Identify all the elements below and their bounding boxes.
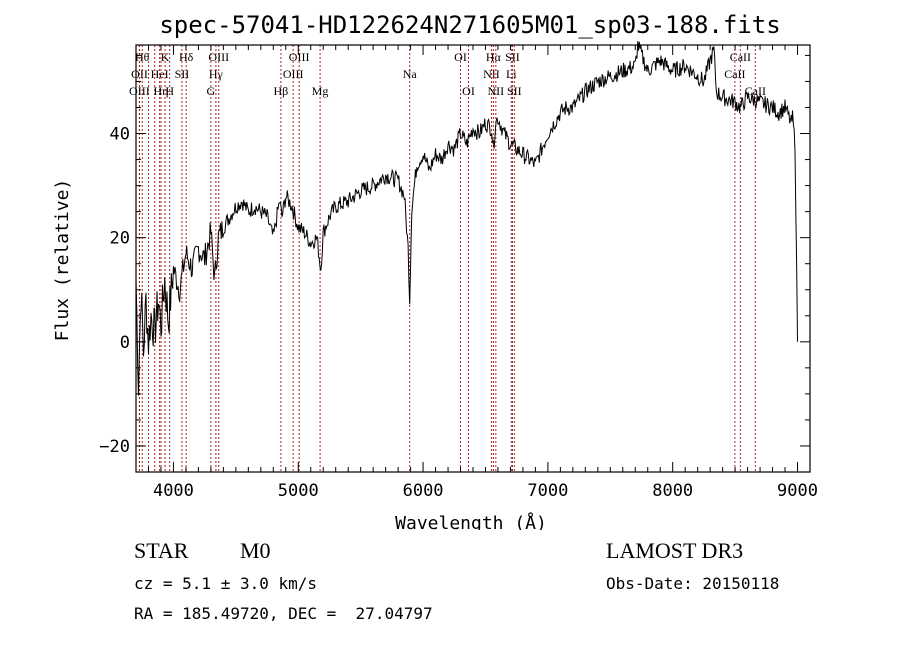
y-tick-label: 20	[110, 229, 130, 249]
line-label: CaII	[724, 67, 745, 81]
line-label: SII	[175, 67, 190, 81]
y-tick-label: 40	[110, 125, 130, 145]
survey-name: LAMOST DR3	[606, 538, 744, 563]
object-class: STAR	[134, 538, 189, 563]
line-label: Hβ	[274, 84, 289, 98]
line-label: Hδ	[179, 50, 194, 64]
line-label: HeI	[151, 67, 169, 81]
x-tick-label: 5000	[278, 481, 319, 501]
redshift-value: cz = 5.1 ± 3.0 km/s	[134, 574, 318, 593]
line-label: OI	[462, 84, 475, 98]
line-label: CaII	[730, 50, 751, 64]
x-axis-label: Wavelength (Å)	[395, 512, 547, 530]
line-label: H	[165, 84, 174, 98]
x-tick-label: 6000	[403, 481, 444, 501]
x-tick-label: 4000	[153, 481, 194, 501]
spectrum-chart: spec-57041-HD122624N271605M01_sp03-188.f…	[52, 11, 818, 530]
chart-title: spec-57041-HD122624N271605M01_sp03-188.f…	[159, 11, 780, 39]
spectrum-line	[135, 41, 798, 396]
x-tick-label: 8000	[652, 481, 693, 501]
line-label: Na	[403, 67, 418, 81]
line-label: OIII	[129, 84, 150, 98]
line-label: G	[207, 84, 216, 98]
line-label: Mg	[312, 84, 329, 98]
line-label: Hα	[486, 50, 502, 64]
line-label: Li	[506, 67, 517, 81]
line-label: Hθ	[135, 50, 150, 64]
line-label: Hη	[153, 84, 168, 98]
y-axis: −20 0 20 40	[99, 54, 810, 473]
x-tick-label: 9000	[777, 481, 818, 501]
y-axis-label: Flux (relative)	[52, 179, 73, 342]
line-label: NII	[488, 84, 505, 98]
x-axis: 4000 5000 6000 7000 8000 9000	[135, 45, 818, 501]
line-label: OIII	[289, 50, 310, 64]
line-label: NII	[483, 67, 500, 81]
line-label: OI	[454, 50, 467, 64]
line-label: K	[161, 50, 170, 64]
line-label: OIII	[208, 50, 229, 64]
line-label: SII	[507, 84, 522, 98]
x-tick-label: 7000	[527, 481, 568, 501]
obs-date: Obs-Date: 20150118	[606, 574, 780, 593]
y-tick-label: 0	[120, 333, 130, 353]
plot-frame	[135, 44, 811, 473]
line-label: CaII	[745, 84, 766, 98]
object-subclass: M0	[240, 538, 271, 563]
line-label: Hγ	[209, 67, 224, 81]
line-label: OIII	[283, 67, 304, 81]
line-label: SII	[505, 50, 520, 64]
ra-dec: RA = 185.49720, DEC = 27.04797	[134, 604, 433, 623]
spectrum-series	[135, 41, 798, 396]
y-tick-label: −20	[99, 437, 130, 457]
